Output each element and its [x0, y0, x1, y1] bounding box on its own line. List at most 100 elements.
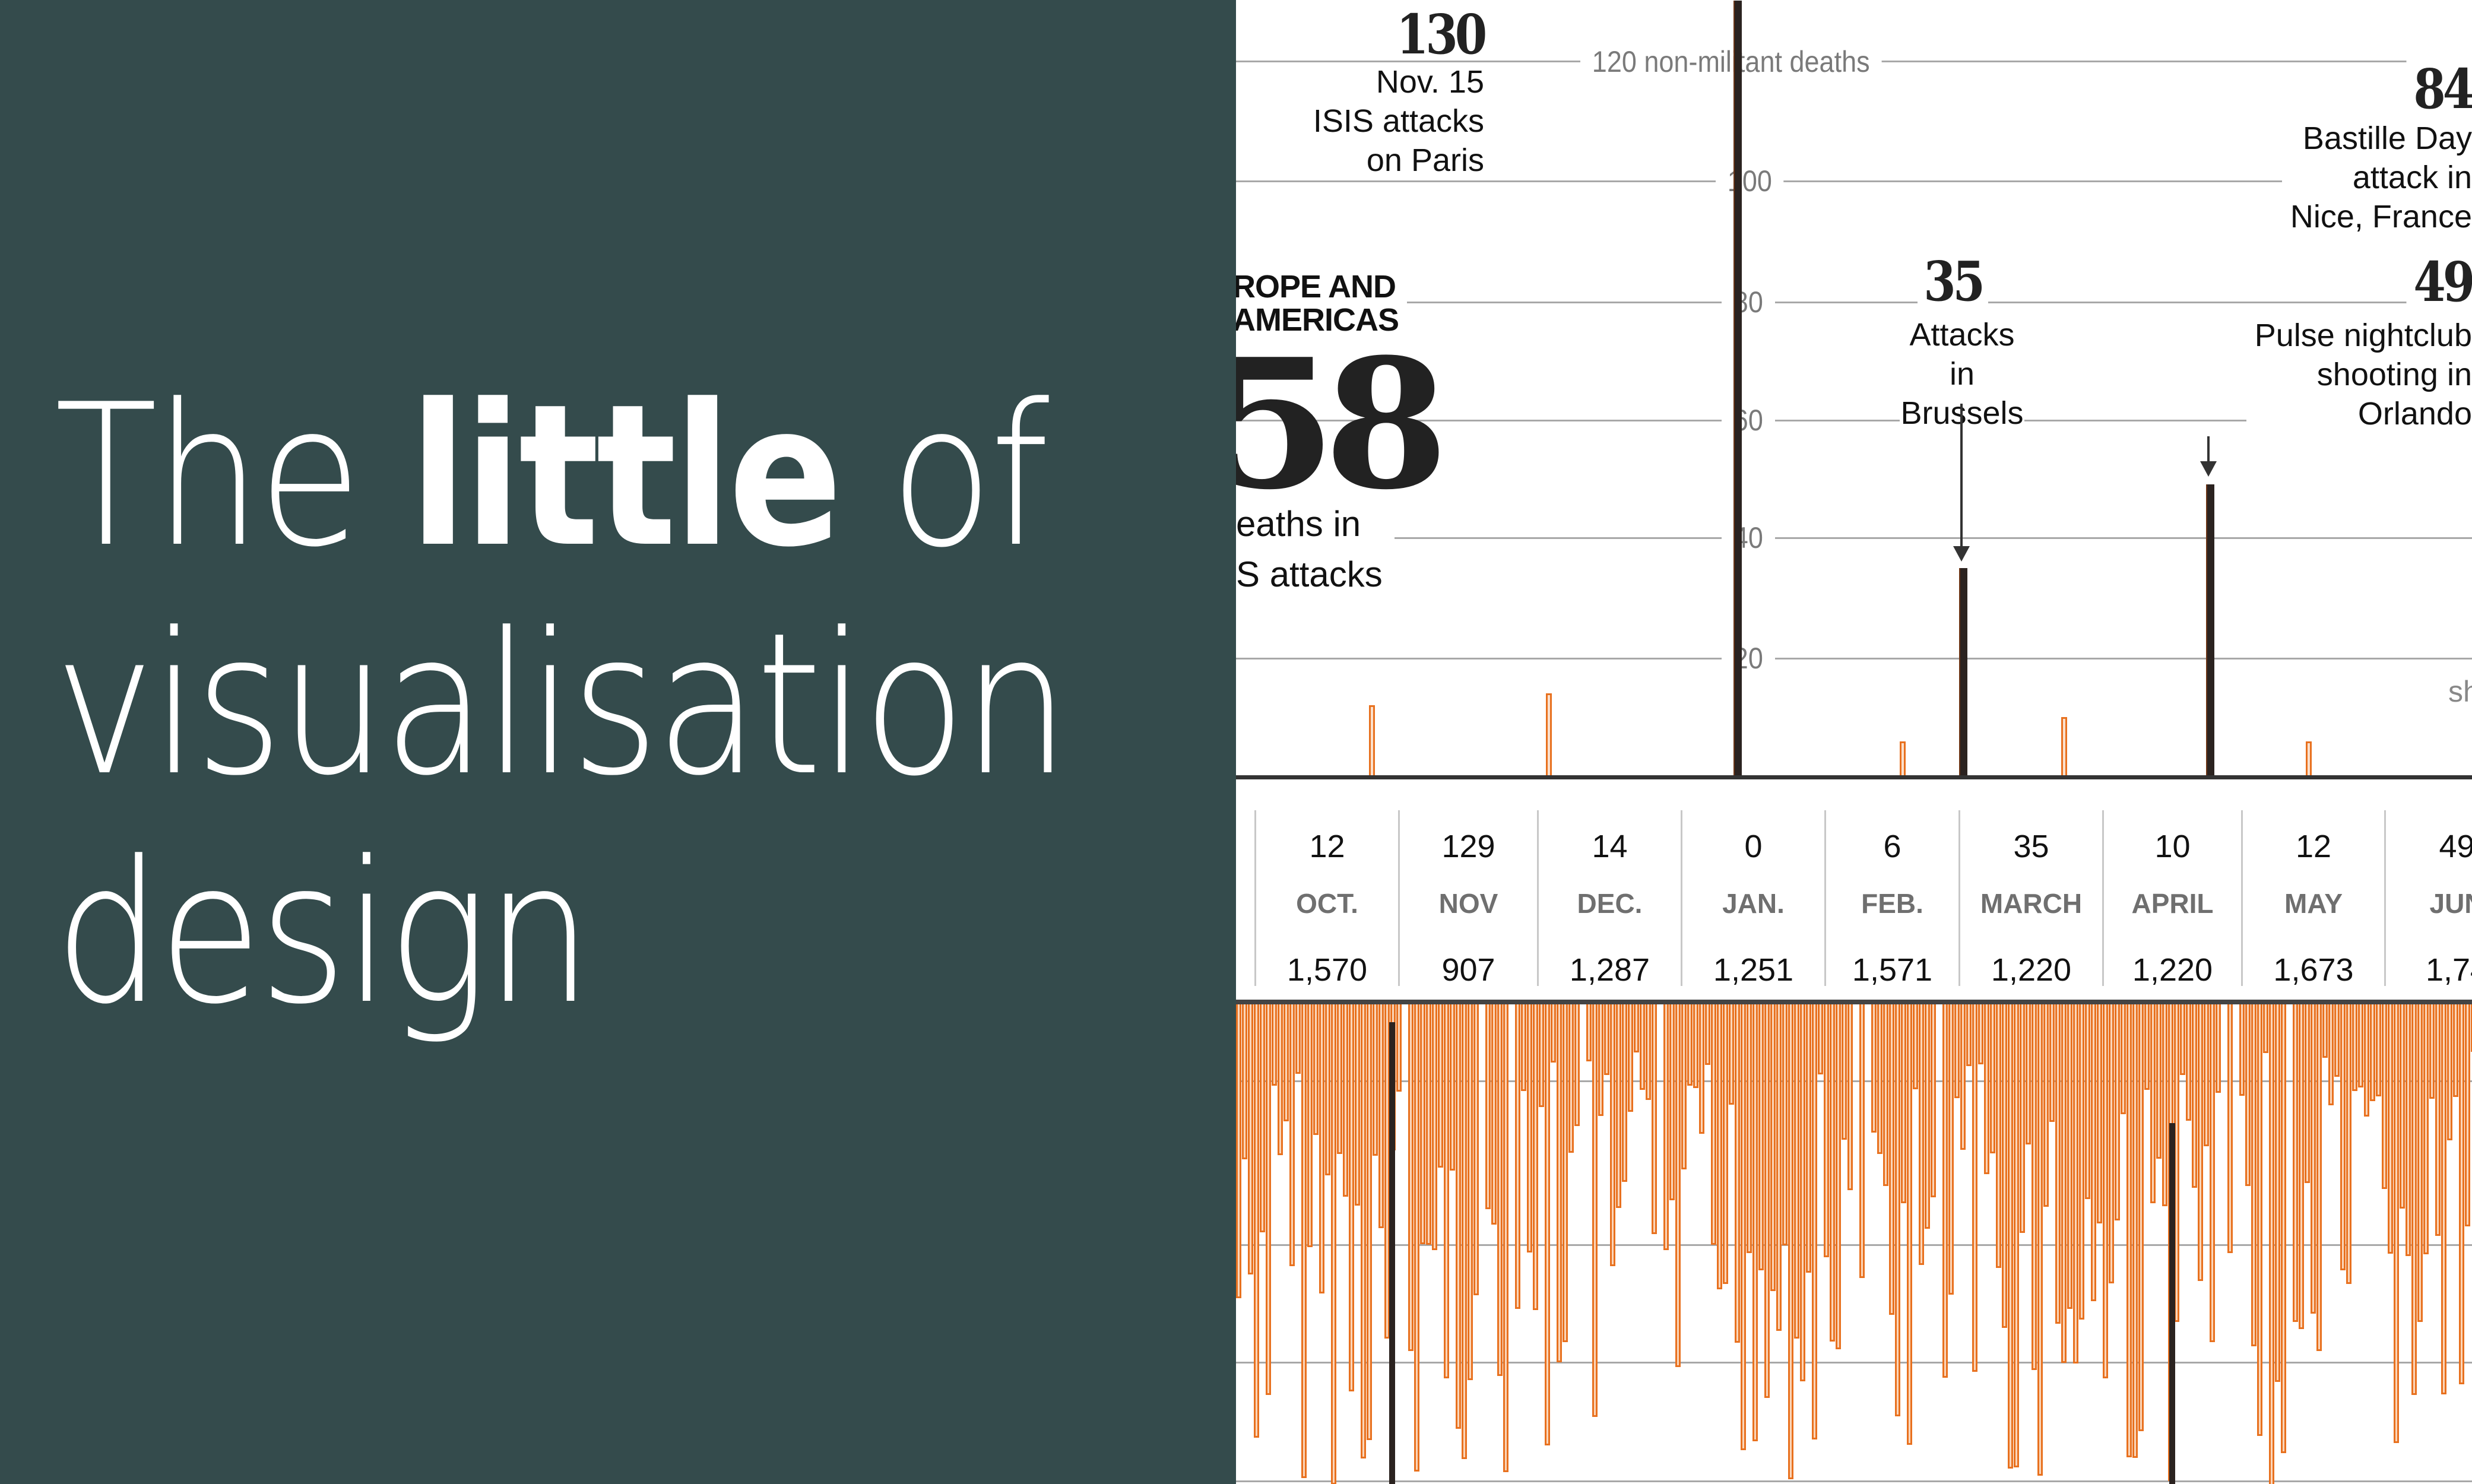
daily-bar [1242, 1004, 1247, 1159]
daily-bar [2132, 1004, 2138, 1458]
event-bar [1733, 1, 1742, 777]
nice-death-count: 84 [2406, 59, 2472, 119]
lower-gridline [1236, 1080, 2472, 1082]
lower-gridline [1236, 1362, 2472, 1363]
daily-bar [1396, 1004, 1402, 1092]
daily-bar [2382, 1004, 2387, 1189]
daily-bar [1729, 1004, 1734, 1105]
total-value: 907 [1441, 952, 1495, 988]
daily-bar [1972, 1004, 1977, 1372]
deaths-value: 0 [1744, 829, 1763, 864]
y-tick-20: 20 [1722, 642, 1775, 675]
title-panel: The little of visualisation design [0, 0, 1236, 1484]
daily-bar [1295, 1004, 1301, 1074]
total-value: 1,570 [1286, 952, 1368, 988]
daily-bar [1319, 1004, 1324, 1293]
daily-bar [1824, 1004, 1829, 1257]
title-word-the: The [55, 362, 410, 590]
region-death-total: 58 [1236, 319, 1449, 529]
table-divider [1958, 810, 1960, 986]
daily-bar [1545, 1004, 1550, 1445]
table-column-dec: 14 DEC. 1,287 [1539, 810, 1681, 988]
region-heading-line-2: AMERICAS [1236, 302, 1399, 338]
daily-bar [2406, 1004, 2411, 1256]
table-divider [2241, 810, 2243, 986]
paris-annotation: Nov. 15 ISIS attacks on Paris [1307, 62, 1484, 180]
daily-bar [2216, 1004, 2221, 1093]
daily-bar [2376, 1004, 2381, 1096]
daily-bar [1836, 1004, 1841, 1349]
daily-bar [1272, 1004, 1277, 1086]
deaths-value: 14 [1592, 829, 1628, 864]
daily-bar [2447, 1004, 2452, 1140]
daily-bar [2002, 1004, 2007, 1328]
daily-bar [1331, 1004, 1336, 1484]
orlando-arrow-line [2207, 436, 2210, 461]
daily-bar [2144, 1004, 2150, 1090]
title-line-3: design [55, 819, 592, 1047]
daily-bar [2192, 1004, 2197, 1188]
daily-bar [2210, 1004, 2215, 1342]
daily-bar [1485, 1004, 1491, 1209]
nice-line-1: Bastille Day [2302, 121, 2472, 156]
daily-bar [1960, 1004, 1966, 1150]
month-label: JAN. [1722, 888, 1785, 919]
partial-annotation-label: sh [2448, 675, 2472, 708]
daily-bar [1919, 1004, 1924, 1265]
daily-bar [1652, 1004, 1657, 1234]
daily-bar [1794, 1004, 1799, 1339]
daily-bar [1266, 1004, 1271, 1395]
daily-bar [1289, 1004, 1295, 1266]
daily-bar [1622, 1004, 1627, 1182]
daily-bar [1747, 1004, 1752, 1253]
title-line-1: The little of [55, 362, 1066, 591]
monthly-table: 12 OCT. 1,570 129 NOV 907 14 DEC. 1,287 … [1236, 779, 2472, 1002]
highlighted-daily-bar [2169, 1123, 2175, 1484]
daily-bar [1604, 1004, 1609, 1075]
daily-bar [2311, 1004, 2316, 1314]
daily-bar [1462, 1004, 1467, 1459]
lower-gridline [1236, 1244, 2472, 1246]
y-tick-80: 80 [1722, 286, 1775, 319]
y-tick-120: 120 non-militant deaths [1580, 45, 1882, 78]
daily-bar [2441, 1004, 2446, 1394]
daily-bar [2079, 1004, 2084, 1320]
daily-bar [2067, 1004, 2072, 1309]
daily-bar [1248, 1004, 1253, 1274]
daily-bar [2423, 1004, 2429, 1254]
daily-bar [2346, 1004, 2351, 1284]
brussels-line-1: Attacks in [1909, 317, 2015, 392]
month-label: FEB. [1861, 888, 1923, 919]
table-column-nov: 129 NOV 907 [1400, 810, 1537, 988]
paris-death-count: 130 [1396, 2, 1487, 66]
daily-bar [2465, 1004, 2470, 1226]
daily-bar [1384, 1004, 1390, 1339]
y-tick-100: 100 [1716, 164, 1784, 198]
daily-bar [2186, 1004, 2191, 1121]
table-divider [1824, 810, 1826, 986]
paris-line-3: on Paris [1366, 142, 1484, 178]
daily-bar [1669, 1004, 1675, 1200]
orlando-arrow-icon [2200, 461, 2217, 477]
daily-bar [1681, 1004, 1687, 1169]
daily-bar [2014, 1004, 2019, 1467]
lower-bar-chart [1236, 1004, 2472, 1484]
event-bar [1900, 741, 1906, 777]
daily-bar [1586, 1004, 1592, 1061]
gridline-80 [1236, 302, 2472, 303]
daily-bar [1420, 1004, 1425, 1244]
daily-bar [1503, 1004, 1508, 1472]
daily-bar [2281, 1004, 2286, 1453]
daily-bar [1717, 1004, 1722, 1289]
daily-bar [1551, 1004, 1556, 1063]
deaths-value: 35 [2013, 829, 2049, 864]
daily-bar [1473, 1004, 1479, 1295]
daily-bar [1515, 1004, 1520, 1309]
daily-bar [1859, 1004, 1865, 1278]
total-value: 1,220 [2132, 952, 2213, 988]
daily-bar [2328, 1004, 2334, 1105]
daily-bar [2459, 1004, 2464, 1384]
daily-bar [2352, 1004, 2357, 1091]
daily-bar [1355, 1004, 1360, 1206]
daily-bar [2239, 1004, 2245, 1096]
